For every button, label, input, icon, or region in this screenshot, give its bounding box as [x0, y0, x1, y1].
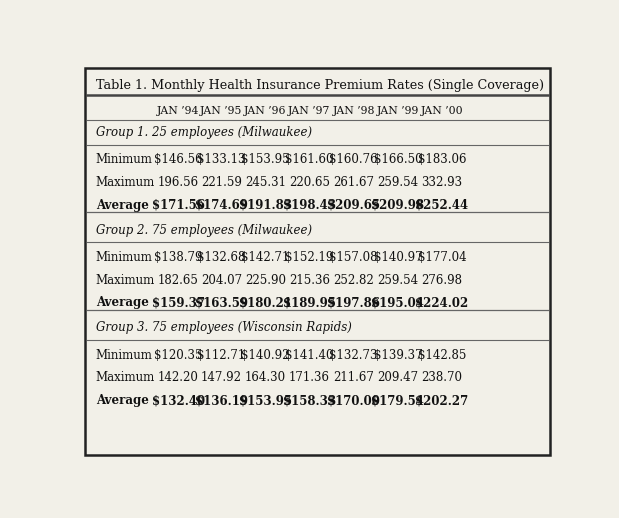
Text: 220.65: 220.65	[289, 176, 330, 189]
Text: 196.56: 196.56	[158, 176, 199, 189]
Text: $161.60: $161.60	[285, 153, 334, 166]
Text: $166.50: $166.50	[373, 153, 422, 166]
Text: Group 3. 75 employees (Wisconsin Rapids): Group 3. 75 employees (Wisconsin Rapids)	[95, 322, 352, 335]
Text: $120.35: $120.35	[154, 349, 202, 362]
Text: Average: Average	[95, 394, 149, 407]
Text: 215.36: 215.36	[289, 274, 330, 287]
Text: 142.20: 142.20	[158, 371, 199, 384]
Text: 261.67: 261.67	[333, 176, 374, 189]
Text: 238.70: 238.70	[422, 371, 462, 384]
Text: $191.83: $191.83	[239, 199, 292, 212]
Text: $132.68: $132.68	[197, 251, 246, 264]
Text: 259.54: 259.54	[377, 274, 418, 287]
Text: $132.73: $132.73	[329, 349, 378, 362]
Text: 276.98: 276.98	[422, 274, 462, 287]
FancyBboxPatch shape	[85, 68, 550, 455]
Text: Average: Average	[95, 296, 149, 309]
Text: JAN ’95: JAN ’95	[200, 106, 243, 116]
Text: $132.40: $132.40	[152, 394, 205, 407]
Text: $198.43: $198.43	[283, 199, 336, 212]
Text: Maximum: Maximum	[95, 176, 155, 189]
Text: $140.92: $140.92	[241, 349, 290, 362]
Text: 259.54: 259.54	[377, 176, 418, 189]
Text: 225.90: 225.90	[245, 274, 286, 287]
Text: 245.31: 245.31	[245, 176, 286, 189]
Text: Maximum: Maximum	[95, 274, 155, 287]
Text: Minimum: Minimum	[95, 153, 152, 166]
Text: $139.37: $139.37	[373, 349, 422, 362]
Text: $153.95: $153.95	[239, 394, 292, 407]
Text: $146.56: $146.56	[154, 153, 202, 166]
Text: $180.21: $180.21	[239, 296, 292, 309]
Text: $163.59: $163.59	[195, 296, 248, 309]
Text: 221.59: 221.59	[201, 176, 242, 189]
Text: $189.95: $189.95	[283, 296, 336, 309]
Text: $160.76: $160.76	[329, 153, 378, 166]
Text: 332.93: 332.93	[422, 176, 462, 189]
Text: $197.86: $197.86	[327, 296, 380, 309]
Text: $195.04: $195.04	[371, 296, 424, 309]
Text: $153.95: $153.95	[241, 153, 290, 166]
Text: Group 2. 75 employees (Milwaukee): Group 2. 75 employees (Milwaukee)	[95, 224, 312, 237]
Text: 164.30: 164.30	[245, 371, 286, 384]
Text: Group 1. 25 employees (Milwaukee): Group 1. 25 employees (Milwaukee)	[95, 126, 312, 139]
Text: $158.33: $158.33	[283, 394, 336, 407]
Text: Table 1. Monthly Health Insurance Premium Rates (Single Coverage): Table 1. Monthly Health Insurance Premiu…	[95, 79, 543, 92]
Text: $224.02: $224.02	[415, 296, 469, 309]
Text: Maximum: Maximum	[95, 371, 155, 384]
Text: $174.69: $174.69	[195, 199, 248, 212]
Text: 182.65: 182.65	[158, 274, 199, 287]
Text: JAN ’99: JAN ’99	[376, 106, 419, 116]
Text: Minimum: Minimum	[95, 251, 152, 264]
Text: $142.85: $142.85	[418, 349, 466, 362]
Text: $136.19: $136.19	[195, 394, 248, 407]
Text: $140.97: $140.97	[373, 251, 422, 264]
Text: JAN ’00: JAN ’00	[421, 106, 463, 116]
Text: $142.71: $142.71	[241, 251, 290, 264]
Text: 147.92: 147.92	[201, 371, 242, 384]
Text: $171.56: $171.56	[152, 199, 204, 212]
Text: JAN ’94: JAN ’94	[157, 106, 199, 116]
Text: $183.06: $183.06	[418, 153, 466, 166]
Text: $177.04: $177.04	[418, 251, 466, 264]
Text: $159.37: $159.37	[152, 296, 205, 309]
Text: Average: Average	[95, 199, 149, 212]
Text: $209.98: $209.98	[371, 199, 425, 212]
Text: $112.71: $112.71	[197, 349, 245, 362]
Text: $170.00: $170.00	[327, 394, 380, 407]
Text: $209.65: $209.65	[327, 199, 380, 212]
Text: $179.54: $179.54	[371, 394, 424, 407]
Text: JAN ’98: JAN ’98	[332, 106, 375, 116]
Text: Minimum: Minimum	[95, 349, 152, 362]
Text: $138.79: $138.79	[154, 251, 202, 264]
Text: $252.44: $252.44	[415, 199, 469, 212]
Text: 211.67: 211.67	[333, 371, 374, 384]
Text: 209.47: 209.47	[377, 371, 418, 384]
Text: JAN ’97: JAN ’97	[288, 106, 331, 116]
Text: 204.07: 204.07	[201, 274, 242, 287]
Text: 252.82: 252.82	[333, 274, 374, 287]
Text: JAN ’96: JAN ’96	[244, 106, 287, 116]
Text: $202.27: $202.27	[415, 394, 469, 407]
Text: $152.19: $152.19	[285, 251, 334, 264]
Text: $141.40: $141.40	[285, 349, 334, 362]
Text: 171.36: 171.36	[289, 371, 330, 384]
Text: $133.13: $133.13	[197, 153, 246, 166]
Text: $157.08: $157.08	[329, 251, 378, 264]
